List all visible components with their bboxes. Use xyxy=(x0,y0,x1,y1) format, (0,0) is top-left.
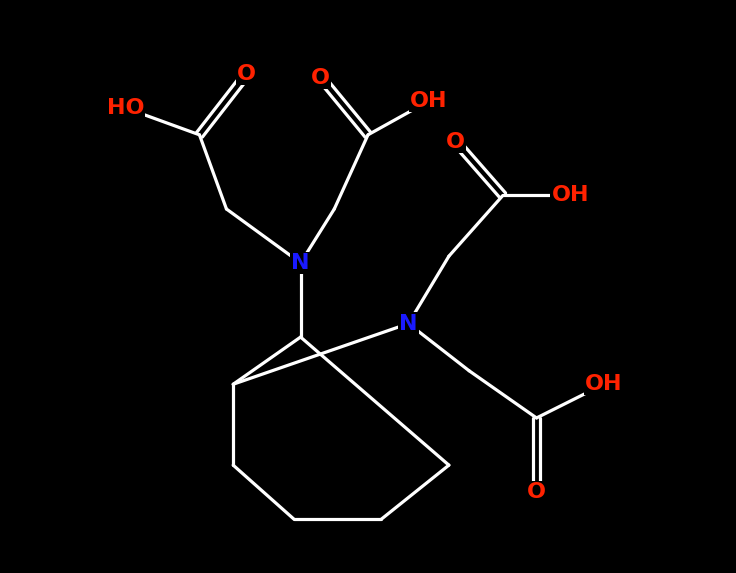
Text: OH: OH xyxy=(410,91,447,111)
Text: OH: OH xyxy=(551,186,589,206)
Text: OH: OH xyxy=(585,374,623,394)
Text: N: N xyxy=(291,253,310,273)
Text: N: N xyxy=(399,313,418,333)
Text: HO: HO xyxy=(107,98,144,118)
Text: O: O xyxy=(237,64,256,84)
Text: O: O xyxy=(311,68,330,88)
Text: O: O xyxy=(446,132,465,152)
Text: O: O xyxy=(527,482,546,502)
